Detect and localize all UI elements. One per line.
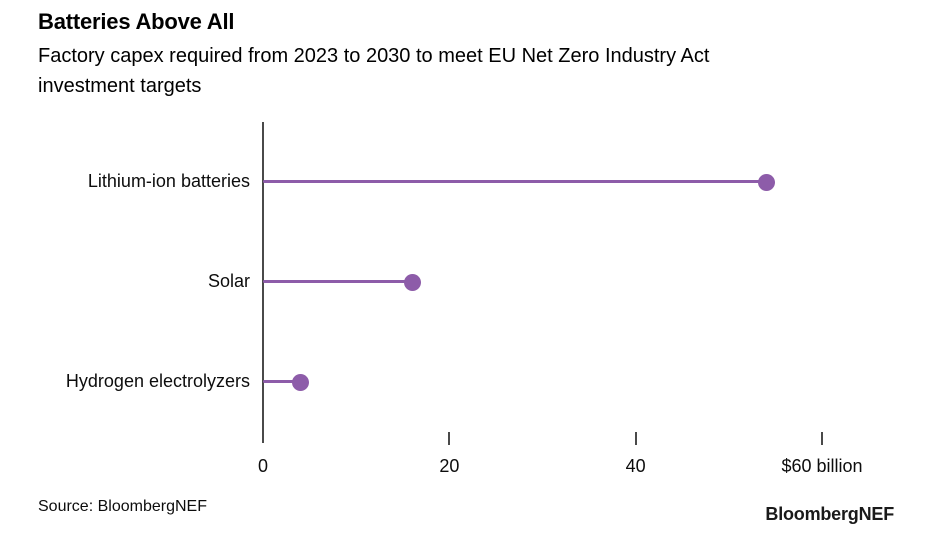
chart-subtitle-line-1: Factory capex required from 2023 to 2030… [38, 45, 710, 67]
x-axis-tick [634, 432, 637, 445]
source-note: Source: BloombergNEF [38, 498, 207, 515]
page-title: Batteries Above All [38, 9, 235, 34]
brand-logo: BloombergNEF [765, 504, 894, 524]
category-label: Solar [207, 271, 250, 291]
lollipop-line [263, 180, 767, 183]
x-axis-tick-label: 0 [257, 456, 269, 476]
x-axis-tick-label: 40 [625, 456, 646, 476]
category-label: Hydrogen electrolyzers [65, 371, 250, 391]
x-axis-tick-label: 20 [439, 456, 460, 476]
chart-subtitle: Factory capex required from 2023 to 2030… [38, 41, 709, 101]
x-axis-tick [448, 432, 451, 445]
lollipop-dot [291, 373, 309, 391]
x-axis-tick [821, 432, 823, 445]
x-axis-tick-label: $60 billion [781, 456, 863, 476]
lollipop-dot [403, 273, 421, 291]
lollipop-line [263, 380, 301, 383]
lollipop-dot [757, 173, 775, 191]
category-label: Lithium-ion batteries [87, 171, 250, 191]
lollipop-line [263, 280, 413, 283]
chart-subtitle-line-2: investment targets [38, 75, 202, 97]
